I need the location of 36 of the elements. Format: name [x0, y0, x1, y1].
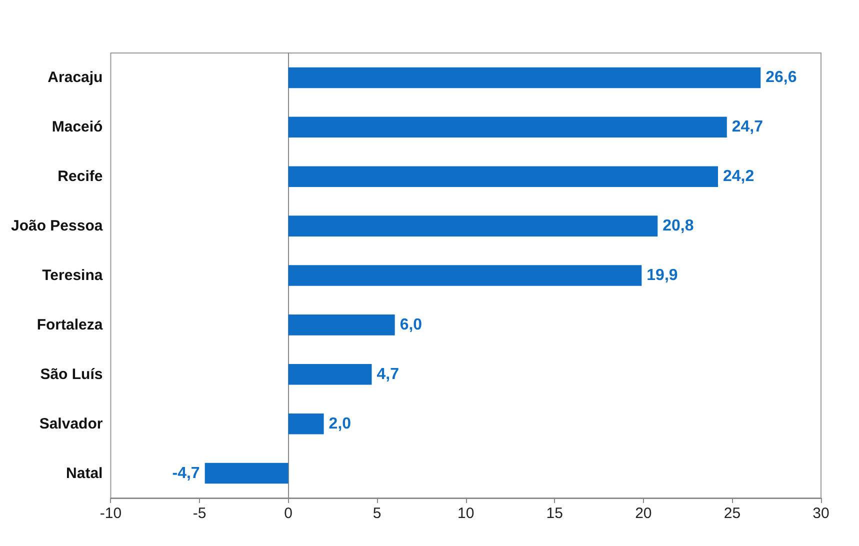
bar — [288, 166, 718, 187]
x-tick-label: 30 — [812, 505, 830, 522]
bar — [288, 364, 372, 385]
data-label: 6,0 — [400, 316, 422, 334]
x-tick-label: 15 — [546, 505, 563, 522]
data-label: 19,9 — [646, 267, 678, 284]
y-tick-label: Maceió — [52, 118, 103, 136]
bar — [288, 116, 727, 138]
bar — [288, 67, 761, 88]
y-tick-label: Aracaju — [48, 69, 103, 86]
bar — [204, 462, 288, 484]
data-label: 24,7 — [732, 118, 764, 136]
x-tick-label: 5 — [372, 505, 382, 522]
y-tick-label: Fortaleza — [36, 316, 104, 334]
bar — [288, 413, 324, 434]
y-tick-label: Recife — [58, 168, 103, 186]
data-label: 24,2 — [723, 168, 754, 186]
bar — [288, 265, 642, 286]
bar — [288, 314, 395, 336]
data-label: 20,8 — [662, 218, 694, 235]
y-tick-label: São Luís — [40, 366, 103, 383]
y-tick-label: Teresina — [42, 267, 104, 284]
data-label: 4,7 — [376, 366, 400, 383]
data-label: 2,0 — [328, 415, 352, 432]
y-tick-label: Salvador — [39, 415, 103, 432]
x-tick-label: 20 — [635, 505, 652, 522]
x-tick-label: -10 — [100, 505, 122, 522]
bar — [288, 216, 658, 236]
x-tick-label: 10 — [458, 505, 474, 522]
y-tick-label: João Pessoa — [10, 218, 104, 235]
data-label: 26,6 — [766, 69, 797, 86]
x-tick-label: -5 — [192, 505, 206, 522]
y-tick-label: Natal — [66, 464, 103, 482]
x-tick-label: 25 — [724, 505, 741, 522]
data-label: -4,7 — [172, 464, 200, 482]
x-tick-label: 0 — [284, 505, 292, 522]
